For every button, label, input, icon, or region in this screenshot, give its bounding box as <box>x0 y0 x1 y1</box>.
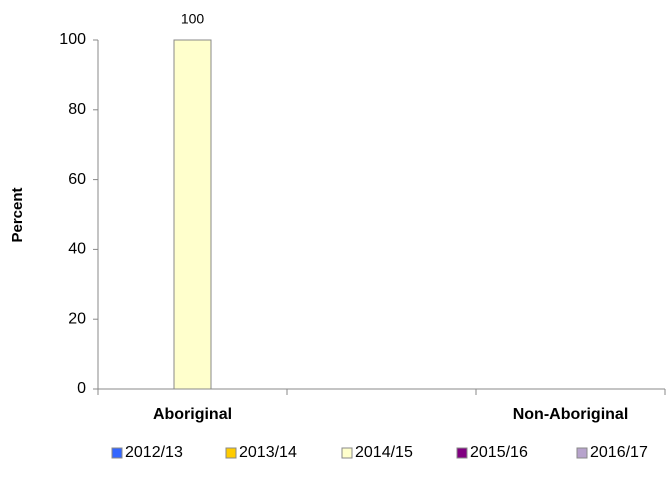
y-tick-label: 40 <box>68 241 86 258</box>
x-tick-label: Non-Aboriginal <box>513 406 629 423</box>
legend-swatch <box>576 447 588 459</box>
bar <box>173 39 212 390</box>
data-label: 100 <box>181 11 205 27</box>
legend-label: 2014/15 <box>355 444 413 461</box>
legend-swatch <box>111 447 123 459</box>
y-tick-label: 60 <box>68 171 86 188</box>
y-tick-label: 0 <box>77 380 86 397</box>
y-axis-label: Percent <box>9 187 26 242</box>
y-tick-label: 100 <box>59 31 86 48</box>
legend-label: 2016/17 <box>590 444 648 461</box>
legend-label: 2013/14 <box>239 444 297 461</box>
x-tick-label: Aboriginal <box>153 406 232 423</box>
y-tick-label: 20 <box>68 310 86 327</box>
legend-swatch <box>341 447 353 459</box>
legend-label: 2015/16 <box>470 444 528 461</box>
legend-swatch <box>225 447 237 459</box>
legend-label: 2012/13 <box>125 444 183 461</box>
legend-swatch <box>456 447 468 459</box>
y-tick-label: 80 <box>68 101 86 118</box>
